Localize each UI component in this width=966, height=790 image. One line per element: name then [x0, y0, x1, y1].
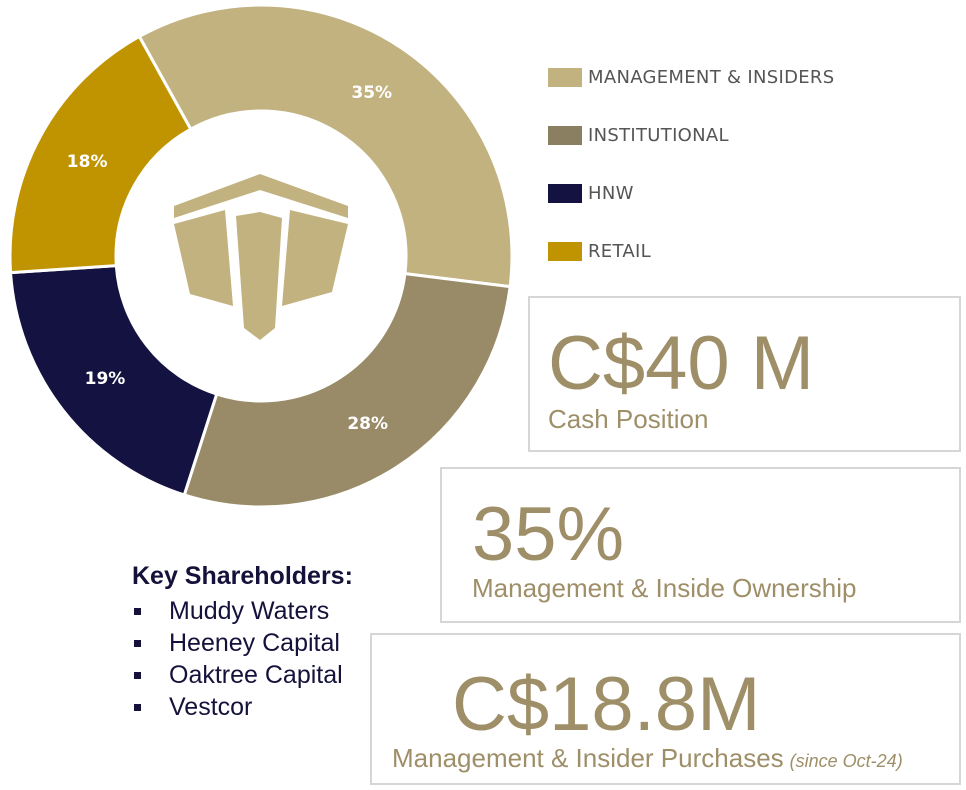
- donut-slice-management-insiders: [137, 3, 514, 289]
- donut-slice-retail: [8, 34, 193, 275]
- list-item: Muddy Waters: [132, 595, 353, 627]
- list-item: Vestcor: [132, 691, 353, 723]
- ownership-caption: Management & Inside Ownership: [472, 573, 857, 603]
- legend-item-retail: RETAIL: [548, 222, 834, 280]
- legend-item-hnw: HNW: [548, 164, 834, 222]
- slice-data-label: 18%: [67, 152, 108, 172]
- legend-swatch: [548, 183, 582, 203]
- ownership-donut-chart: 35% 28% 19% 18%: [8, 3, 514, 509]
- legend-swatch: [548, 67, 582, 87]
- shareholder-name: Vestcor: [169, 692, 253, 721]
- purchases-caption-line: Management & Insider Purchases (since Oct…: [392, 745, 903, 771]
- legend-swatch: [548, 125, 582, 145]
- donut-slice-institutional: [182, 271, 512, 509]
- shareholder-name: Oaktree Capital: [169, 660, 343, 689]
- cash-value: C$40 M: [548, 321, 815, 406]
- slice-data-label: 19%: [85, 369, 126, 389]
- list-item: Heeney Capital: [132, 627, 353, 659]
- donut-slice-hnw: [8, 264, 219, 497]
- legend-item-institutional: INSTITUTIONAL: [548, 106, 834, 164]
- list-item: Oaktree Capital: [132, 659, 353, 691]
- legend-swatch: [548, 241, 582, 261]
- slice-data-label: 28%: [347, 414, 388, 434]
- purchases-caption: Management & Insider Purchases: [392, 743, 784, 773]
- shareholder-list: Muddy Waters Heeney Capital Oaktree Capi…: [132, 595, 353, 723]
- ownership-value: 35%: [472, 492, 625, 577]
- insider-purchases-card: C$18.8M Management & Insider Purchases (s…: [370, 633, 961, 785]
- company-logo-icon: [174, 174, 348, 340]
- purchases-note: (since Oct-24): [789, 751, 903, 771]
- key-shareholders-title: Key Shareholders:: [132, 562, 353, 590]
- legend-label: HNW: [588, 182, 634, 204]
- legend-label: MANAGEMENT & INSIDERS: [588, 66, 835, 88]
- chart-legend: MANAGEMENT & INSIDERS INSTITUTIONAL HNW …: [548, 48, 834, 280]
- shareholder-name: Muddy Waters: [169, 596, 330, 625]
- cash-position-card: C$40 M Cash Position: [528, 296, 961, 452]
- legend-label: RETAIL: [588, 240, 651, 262]
- bullet-icon: [134, 639, 141, 647]
- bullet-icon: [134, 607, 141, 615]
- legend-item-management-insiders: MANAGEMENT & INSIDERS: [548, 48, 834, 106]
- ownership-card: 35% Management & Inside Ownership: [440, 467, 961, 623]
- purchases-value: C$18.8M: [452, 662, 761, 747]
- shareholder-name: Heeney Capital: [169, 628, 340, 657]
- bullet-icon: [134, 703, 141, 711]
- cash-caption: Cash Position: [548, 404, 709, 434]
- bullet-icon: [134, 671, 141, 679]
- legend-label: INSTITUTIONAL: [588, 124, 729, 146]
- key-shareholders: Key Shareholders: Muddy Waters Heeney Ca…: [132, 562, 353, 723]
- slice-data-label: 35%: [351, 83, 392, 103]
